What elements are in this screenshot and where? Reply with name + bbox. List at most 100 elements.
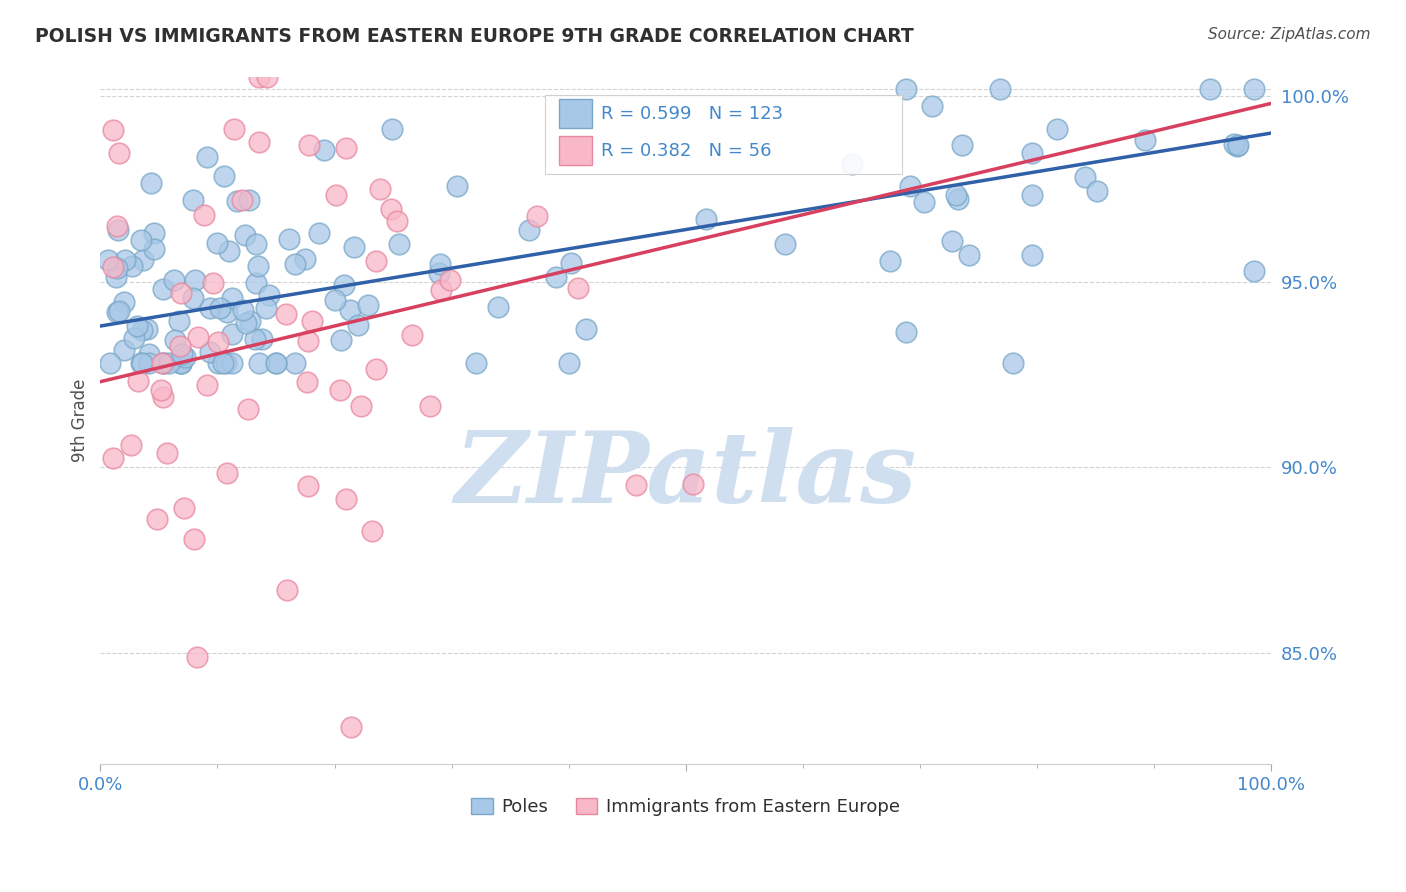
Point <box>560 256 582 270</box>
Point <box>215 466 238 480</box>
Point <box>129 233 152 247</box>
Point <box>427 266 450 280</box>
Point <box>170 356 193 370</box>
Point <box>183 533 205 547</box>
Point <box>181 291 204 305</box>
Point <box>325 293 347 307</box>
Point <box>335 491 357 506</box>
Point <box>368 181 391 195</box>
FancyBboxPatch shape <box>560 136 592 165</box>
Point <box>170 356 193 370</box>
Point <box>695 211 717 226</box>
Point <box>950 137 973 152</box>
Point <box>1133 133 1156 147</box>
Point <box>163 273 186 287</box>
Point <box>114 343 136 357</box>
Point <box>207 356 229 370</box>
FancyBboxPatch shape <box>560 99 592 128</box>
Point <box>129 356 152 370</box>
Point <box>215 305 238 319</box>
Point <box>544 269 567 284</box>
Point <box>225 194 247 209</box>
Point <box>105 260 128 275</box>
Point <box>278 232 301 246</box>
Point <box>912 195 935 210</box>
Point <box>894 326 917 340</box>
Point <box>235 317 257 331</box>
Point <box>131 356 153 370</box>
Point <box>222 122 245 136</box>
Point <box>200 344 222 359</box>
Point <box>682 476 704 491</box>
Point <box>247 70 270 85</box>
Point <box>170 286 193 301</box>
Point <box>295 375 318 389</box>
Text: R = 0.599   N = 123: R = 0.599 N = 123 <box>602 105 783 123</box>
Point <box>98 356 121 370</box>
Point <box>350 399 373 413</box>
Point <box>152 390 174 404</box>
Point <box>247 135 270 149</box>
Point <box>380 202 402 217</box>
Point <box>198 301 221 315</box>
Point <box>957 248 980 262</box>
Point <box>215 356 238 370</box>
Point <box>486 300 509 314</box>
Point <box>401 327 423 342</box>
Point <box>138 356 160 370</box>
Point <box>1002 356 1025 370</box>
Point <box>245 276 267 290</box>
Point <box>298 137 321 152</box>
Point <box>238 193 260 207</box>
Point <box>301 314 323 328</box>
Point <box>153 356 176 370</box>
Point <box>360 524 382 538</box>
Point <box>250 332 273 346</box>
Point <box>921 99 943 113</box>
Point <box>297 334 319 348</box>
Point <box>347 318 370 332</box>
Point <box>167 314 190 328</box>
Point <box>1021 146 1043 161</box>
Point <box>152 282 174 296</box>
Point <box>149 383 172 397</box>
Point <box>104 270 127 285</box>
Point <box>208 301 231 315</box>
Point <box>465 356 488 370</box>
Point <box>343 240 366 254</box>
Point <box>221 291 243 305</box>
Point <box>107 222 129 236</box>
Point <box>165 333 187 347</box>
Point <box>446 178 468 193</box>
Point <box>266 356 288 370</box>
Point <box>567 281 589 295</box>
Point <box>357 298 380 312</box>
Point <box>312 143 335 157</box>
Point <box>1223 137 1246 152</box>
Point <box>150 356 173 370</box>
Point <box>142 226 165 240</box>
Point <box>894 81 917 95</box>
Point <box>157 356 180 370</box>
Text: POLISH VS IMMIGRANTS FROM EASTERN EUROPE 9TH GRADE CORRELATION CHART: POLISH VS IMMIGRANTS FROM EASTERN EUROPE… <box>35 27 914 45</box>
Text: R = 0.382   N = 56: R = 0.382 N = 56 <box>602 142 772 160</box>
Point <box>236 402 259 417</box>
Point <box>388 236 411 251</box>
Point <box>143 243 166 257</box>
Point <box>205 235 228 250</box>
Point <box>214 169 236 184</box>
Text: ZIPatlas: ZIPatlas <box>454 427 917 524</box>
Point <box>264 356 287 370</box>
Point <box>152 356 174 370</box>
Point <box>246 259 269 273</box>
Point <box>381 122 404 136</box>
Point <box>1226 138 1249 153</box>
Point <box>387 213 409 227</box>
Point <box>233 227 256 242</box>
Point <box>340 720 363 734</box>
Point <box>308 226 330 240</box>
Point <box>202 277 225 291</box>
Point <box>221 326 243 341</box>
Point <box>1085 184 1108 198</box>
Point <box>193 208 215 222</box>
